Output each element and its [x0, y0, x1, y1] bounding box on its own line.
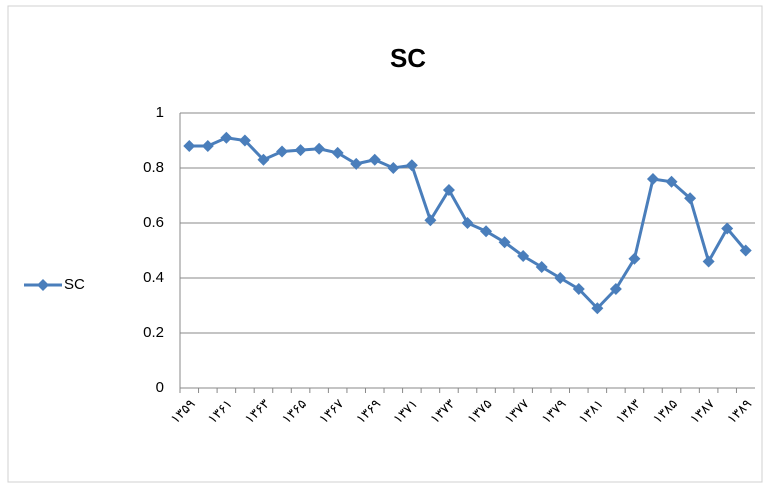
y-tick-label: 0 [156, 379, 164, 396]
y-tick-label: 0.4 [143, 269, 164, 286]
y-tick-label: 1 [156, 104, 164, 121]
chart-frame [8, 6, 762, 482]
legend-label: SC [64, 276, 85, 293]
y-tick-label: 0.6 [143, 214, 164, 231]
y-tick-label: 0.2 [143, 324, 164, 341]
y-tick-label: 0.8 [143, 159, 164, 176]
chart-title: SC [390, 43, 426, 73]
chart: SC 00.20.40.60.81۱۳۵۹۱۳۶۱۱۳۶۳۱۳۶۵۱۳۶۷۱۳۶… [0, 0, 771, 490]
